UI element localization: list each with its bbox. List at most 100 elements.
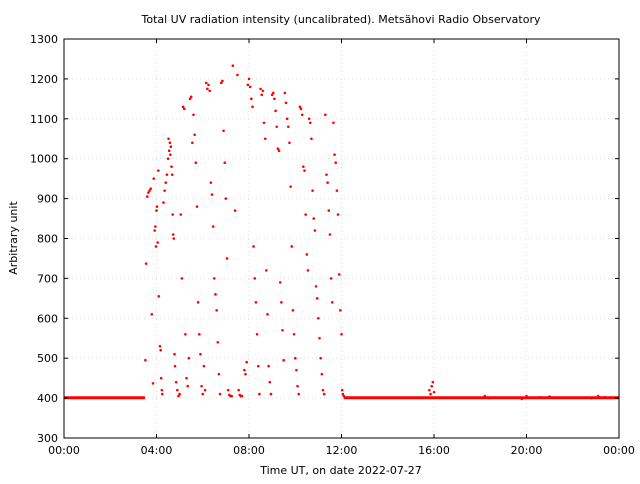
data-points — [144, 64, 607, 401]
data-point — [158, 344, 162, 348]
data-point — [243, 368, 246, 372]
data-point — [171, 213, 174, 216]
data-point — [291, 309, 295, 312]
data-point — [341, 392, 345, 396]
data-point — [182, 107, 186, 111]
data-point — [278, 281, 282, 284]
data-point — [180, 277, 184, 280]
data-point — [199, 352, 202, 356]
data-point — [303, 169, 306, 172]
data-point — [195, 205, 199, 208]
data-point — [321, 388, 325, 392]
y-tick-label: 1300 — [30, 33, 58, 46]
data-point — [273, 97, 276, 101]
data-point — [304, 213, 307, 216]
data-point — [548, 395, 551, 398]
data-point — [173, 364, 177, 368]
data-point — [210, 193, 214, 196]
data-point — [170, 173, 174, 176]
data-point — [204, 81, 208, 85]
data-point — [283, 91, 287, 95]
data-point — [209, 181, 213, 184]
data-point — [340, 388, 344, 392]
data-point — [259, 87, 262, 91]
data-point — [271, 91, 275, 95]
data-point — [166, 157, 170, 160]
data-point — [179, 213, 183, 216]
data-point — [307, 117, 311, 121]
data-point — [265, 269, 268, 272]
data-point — [167, 137, 170, 141]
data-point — [213, 277, 216, 280]
data-point — [197, 332, 201, 336]
data-point — [203, 388, 207, 392]
data-point — [297, 392, 301, 396]
y-tick-label: 600 — [37, 312, 58, 325]
y-axis-label: Arbitrary unit — [7, 201, 20, 275]
data-point — [327, 209, 331, 212]
data-point — [181, 105, 185, 109]
data-point — [267, 364, 270, 368]
data-point — [288, 141, 291, 145]
y-tick-label: 400 — [37, 392, 58, 405]
data-point — [247, 77, 251, 81]
y-tick-label: 1000 — [30, 153, 58, 166]
data-point — [333, 153, 336, 157]
data-point — [151, 382, 155, 385]
data-point — [296, 384, 299, 388]
data-point — [250, 97, 253, 101]
data-point — [289, 185, 292, 188]
data-point — [245, 360, 248, 364]
data-point — [248, 85, 252, 89]
data-point — [299, 107, 303, 111]
data-point — [222, 129, 225, 133]
data-point — [186, 384, 190, 388]
data-point — [335, 189, 339, 192]
data-point — [149, 187, 153, 190]
data-point — [159, 348, 162, 352]
data-point — [320, 372, 324, 376]
data-point — [255, 332, 259, 336]
y-tick-label: 900 — [37, 193, 58, 206]
data-point — [326, 181, 329, 184]
data-point — [263, 137, 267, 141]
data-point — [155, 205, 159, 208]
data-point — [334, 161, 338, 164]
data-point — [251, 105, 254, 109]
data-point — [150, 313, 154, 316]
data-point — [159, 376, 163, 380]
data-point — [244, 372, 247, 376]
data-point — [336, 213, 340, 216]
data-point — [269, 392, 273, 396]
data-point — [324, 113, 327, 117]
data-point — [171, 233, 175, 236]
data-point — [206, 87, 209, 91]
data-point — [328, 233, 332, 236]
data-point — [157, 295, 161, 298]
data-point — [172, 237, 176, 240]
y-axis-tick-labels: 300 400 500 600 700 800 900 1000 1100 1200 1300 — [30, 33, 58, 445]
data-point — [230, 394, 233, 398]
data-point — [147, 191, 150, 194]
x-tick-label: 00:00 — [603, 444, 635, 457]
y-tick-label: 700 — [37, 272, 58, 285]
data-point — [157, 169, 160, 172]
data-point — [191, 141, 194, 145]
data-point — [313, 229, 317, 232]
data-point — [192, 113, 195, 117]
data-point — [219, 81, 223, 85]
data-point — [211, 225, 215, 228]
data-point — [318, 336, 321, 340]
data-point — [268, 380, 272, 384]
data-point — [312, 217, 316, 220]
data-point — [539, 396, 542, 399]
data-point — [310, 137, 313, 141]
data-point — [148, 189, 151, 192]
data-point — [193, 133, 196, 137]
data-point — [295, 368, 298, 372]
data-point — [162, 201, 165, 204]
data-point — [305, 253, 309, 256]
data-point — [275, 125, 279, 129]
